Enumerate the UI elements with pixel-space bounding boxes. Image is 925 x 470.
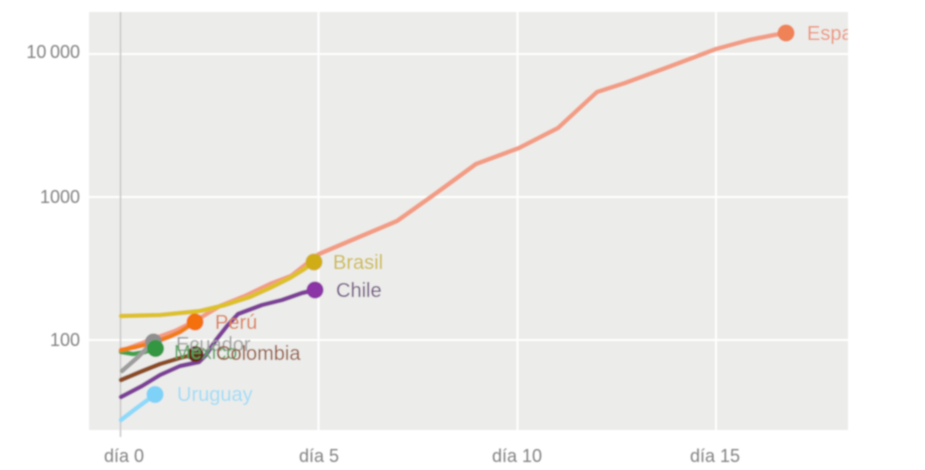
svg-text:Uruguay: Uruguay — [177, 384, 253, 406]
svg-text:Ecuador: Ecuador — [176, 334, 251, 356]
svg-text:10 000: 10 000 — [26, 42, 80, 62]
svg-text:día 10: día 10 — [492, 446, 542, 466]
svg-text:Perú: Perú — [215, 312, 257, 334]
svg-text:100: 100 — [50, 330, 80, 350]
svg-text:Chile: Chile — [336, 280, 382, 302]
svg-text:España: España — [807, 23, 876, 45]
svg-text:día 15: día 15 — [690, 446, 740, 466]
svg-text:1000: 1000 — [40, 187, 80, 207]
svg-text:Brasil: Brasil — [333, 252, 383, 274]
svg-text:día 0: día 0 — [104, 446, 144, 466]
svg-text:México: México — [174, 342, 237, 364]
svg-text:día 5: día 5 — [299, 446, 339, 466]
svg-text:Colombia: Colombia — [216, 343, 301, 365]
